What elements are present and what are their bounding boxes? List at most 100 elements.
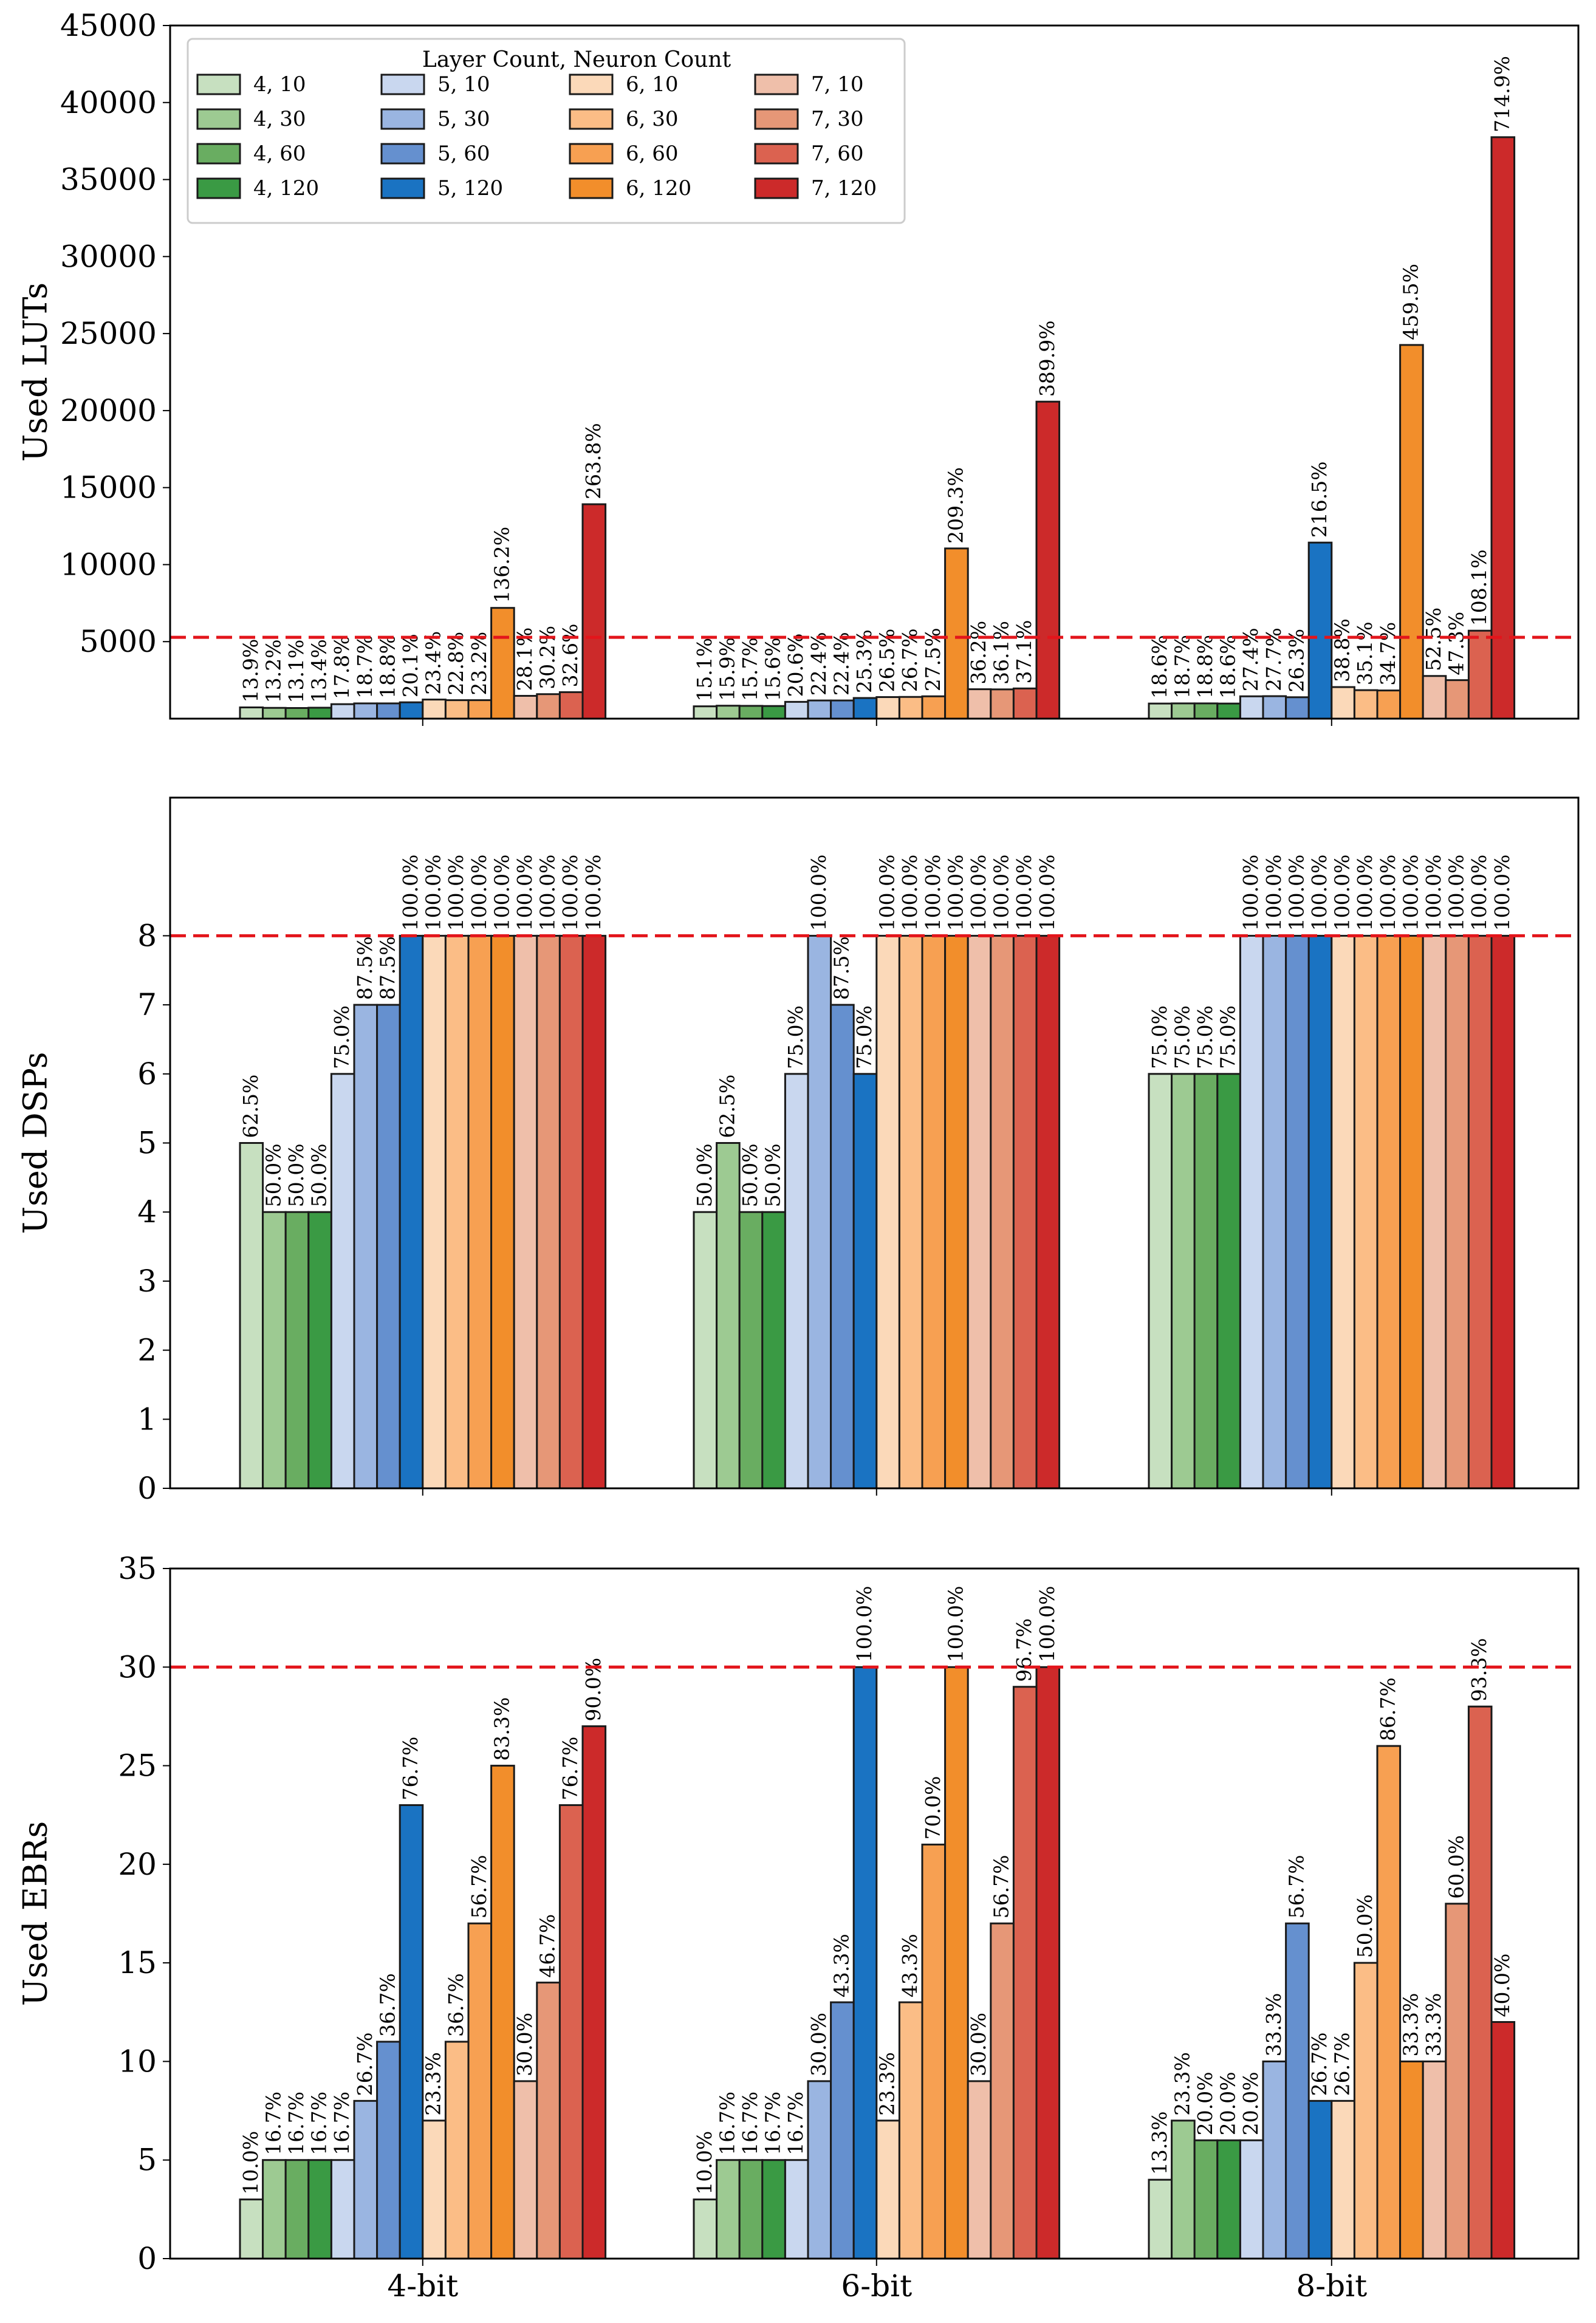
- legend-label: 4, 60: [253, 142, 306, 166]
- bar: [1353, 689, 1379, 719]
- bar-value-label: 16.7%: [761, 2092, 785, 2155]
- bar-value-label: 13.4%: [307, 639, 331, 703]
- bar: [693, 1211, 718, 1488]
- bar: [1262, 695, 1287, 719]
- bar-value-label: 459.5%: [1399, 264, 1422, 340]
- bar-value-label: 26.7%: [353, 2032, 377, 2096]
- bar-value-label: 50.0%: [261, 1143, 285, 1207]
- legend-label: 5, 60: [437, 142, 490, 166]
- bar: [830, 1004, 855, 1488]
- bar-value-label: 100.0%: [1035, 1586, 1059, 1662]
- bar: [422, 2119, 447, 2259]
- bar-value-label: 75.0%: [1193, 1005, 1217, 1069]
- bar-value-label: 20.6%: [784, 634, 807, 697]
- bar: [1353, 1962, 1379, 2259]
- x-tick-label: 8-bit: [1296, 2268, 1367, 2304]
- bar: [1422, 2060, 1447, 2259]
- bar: [444, 699, 470, 719]
- bar-value-label: 100.0%: [1399, 855, 1422, 931]
- bar: [716, 2159, 741, 2259]
- bar-value-label: 86.7%: [1376, 1677, 1400, 1741]
- bar: [1239, 695, 1264, 719]
- panel-used-luts: Used LUTs 5000 10000 15000 20000 25000 30000 35…: [16, 8, 1580, 726]
- bar: [558, 1804, 584, 2259]
- bar-value-label: 100.0%: [1035, 855, 1059, 931]
- bar: [1148, 702, 1173, 719]
- bar: [1399, 344, 1424, 719]
- legend-label: 5, 10: [437, 72, 490, 97]
- y-tick-label: 4: [137, 1194, 157, 1230]
- bar: [307, 2159, 332, 2259]
- bar-value-label: 100.0%: [422, 855, 445, 931]
- bar: [1262, 2060, 1287, 2259]
- bar-value-label: 16.7%: [330, 2092, 354, 2155]
- legend-swatch: [380, 108, 425, 130]
- bar: [990, 934, 1015, 1488]
- bar-value-label: 100.0%: [1262, 855, 1286, 931]
- bar-value-label: 26.5%: [875, 629, 899, 693]
- bar-value-label: 75.0%: [1148, 1005, 1171, 1069]
- bar-value-label: 15.6%: [761, 637, 785, 701]
- bar-value-label: 100.0%: [898, 855, 922, 931]
- legend-label: 6, 30: [626, 107, 679, 131]
- bar: [284, 2159, 310, 2259]
- bar-value-label: 100.0%: [467, 855, 491, 931]
- bar-value-label: 100.0%: [1239, 855, 1262, 931]
- bar: [1331, 934, 1355, 1488]
- bar-value-label: 16.7%: [307, 2092, 331, 2155]
- bar: [967, 934, 992, 1488]
- bar: [1171, 1073, 1196, 1488]
- bar-value-label: 34.7%: [1376, 622, 1400, 686]
- bar-value-label: 20.0%: [1239, 2072, 1262, 2135]
- bar: [376, 1004, 401, 1488]
- bar: [1035, 1666, 1061, 2259]
- bar-value-label: 75.0%: [1170, 1005, 1194, 1069]
- bar-value-label: 100.0%: [967, 855, 990, 931]
- bar-value-label: 36.7%: [444, 1973, 468, 2037]
- bar: [852, 1666, 878, 2259]
- bar-value-label: 18.7%: [353, 635, 377, 699]
- legend-swatch: [380, 177, 425, 199]
- bar: [513, 694, 538, 719]
- bar: [784, 700, 809, 719]
- bar-value-label: 50.0%: [738, 1143, 762, 1207]
- bar-value-label: 100.0%: [921, 855, 945, 931]
- bar-value-label: 56.7%: [990, 1855, 1013, 1918]
- bar-value-label: 75.0%: [330, 1005, 354, 1069]
- y-tick-label: 15000: [60, 470, 157, 505]
- bar: [875, 934, 900, 1488]
- bar-value-label: 100.0%: [1353, 855, 1377, 931]
- bar-value-label: 100.0%: [1422, 855, 1445, 931]
- bar-value-label: 100.0%: [581, 855, 605, 931]
- bar-value-label: 13.1%: [284, 640, 308, 703]
- legend-swatch: [754, 177, 799, 199]
- axes-frame: [169, 796, 1580, 1490]
- bar: [239, 2198, 264, 2259]
- bar: [1193, 1073, 1219, 1488]
- bar: [262, 706, 287, 719]
- y-tick-label: 40000: [60, 85, 157, 120]
- bar-value-label: 16.7%: [261, 2092, 285, 2155]
- legend-label: 7, 30: [811, 107, 864, 131]
- legend: Layer Count, Neuron Count 4, 10 4, 30 4, 60…: [187, 38, 906, 224]
- bar: [284, 707, 310, 719]
- bar-value-label: 56.7%: [467, 1855, 491, 1918]
- bar: [376, 702, 401, 719]
- bar: [1422, 934, 1447, 1488]
- bar: [830, 699, 855, 719]
- bar: [1353, 934, 1379, 1488]
- bar: [1467, 934, 1493, 1488]
- legend-swatch: [380, 143, 425, 165]
- bar: [875, 696, 900, 719]
- bar-value-label: 20.0%: [1216, 2072, 1240, 2135]
- bar-value-label: 16.7%: [784, 2092, 807, 2155]
- y-tick-label: 8: [137, 918, 157, 953]
- bar: [944, 547, 969, 719]
- bar: [558, 934, 584, 1488]
- bar: [761, 705, 786, 719]
- bar: [1216, 2139, 1241, 2259]
- bar-value-label: 100.0%: [399, 855, 422, 931]
- bar: [1285, 934, 1310, 1488]
- bar: [852, 1073, 878, 1488]
- bar: [738, 2159, 764, 2259]
